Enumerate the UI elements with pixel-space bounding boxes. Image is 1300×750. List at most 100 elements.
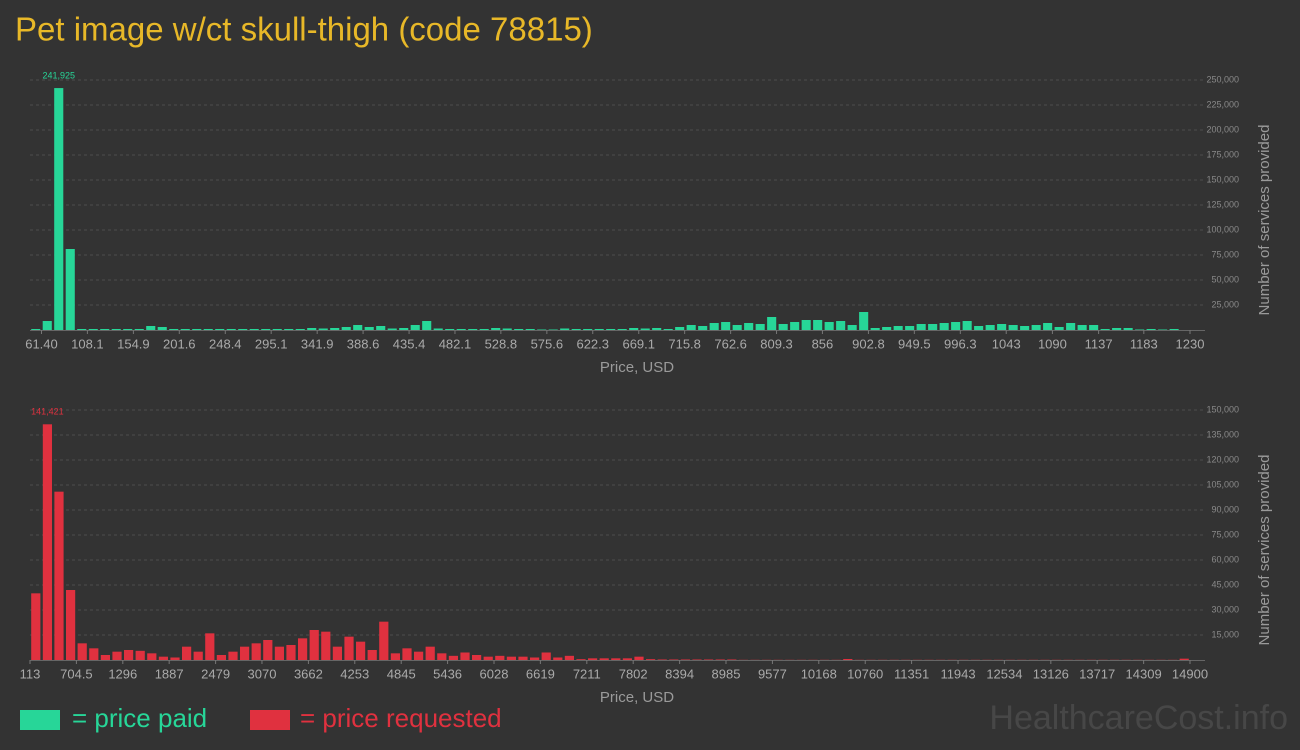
bar bbox=[537, 329, 547, 330]
bar bbox=[479, 329, 489, 330]
bar bbox=[732, 325, 742, 330]
x-tick-label: 762.6 bbox=[714, 336, 747, 351]
bar bbox=[376, 326, 386, 330]
bar bbox=[502, 328, 512, 330]
x-tick-label: 1887 bbox=[155, 666, 184, 681]
x-tick-label: 14900 bbox=[1172, 666, 1208, 681]
x-tick-label: 809.3 bbox=[760, 336, 793, 351]
legend-label: = price requested bbox=[300, 703, 502, 733]
bar bbox=[135, 650, 145, 660]
bar bbox=[974, 326, 984, 330]
bar bbox=[390, 653, 400, 660]
bar bbox=[594, 329, 604, 330]
bar bbox=[680, 659, 691, 660]
x-tick-label: 1043 bbox=[992, 336, 1021, 351]
x-tick-label: 108.1 bbox=[71, 336, 104, 351]
bar bbox=[1008, 325, 1018, 330]
bar bbox=[284, 329, 294, 330]
x-tick-label: 902.8 bbox=[852, 336, 885, 351]
bar bbox=[564, 655, 575, 660]
bar bbox=[698, 326, 708, 330]
bar bbox=[437, 653, 447, 660]
bar bbox=[216, 655, 227, 660]
y-tick-label: 250,000 bbox=[1206, 74, 1239, 84]
y-tick-label: 50,000 bbox=[1211, 274, 1239, 284]
x-tick-label: 3662 bbox=[294, 666, 323, 681]
bar bbox=[692, 659, 702, 660]
bar bbox=[951, 322, 961, 330]
y-tick-label: 45,000 bbox=[1211, 579, 1239, 589]
x-tick-label: 856 bbox=[812, 336, 834, 351]
x-tick-label: 435.4 bbox=[393, 336, 426, 351]
bar bbox=[704, 659, 714, 660]
y-tick-label: 120,000 bbox=[1206, 454, 1239, 464]
x-tick-label: 154.9 bbox=[117, 336, 150, 351]
bar bbox=[88, 329, 98, 330]
bar bbox=[506, 656, 516, 660]
bar bbox=[847, 325, 857, 330]
bar bbox=[123, 329, 133, 330]
bar bbox=[468, 329, 478, 330]
bar bbox=[629, 328, 639, 330]
x-tick-label: 11351 bbox=[894, 666, 929, 681]
bar bbox=[65, 249, 75, 330]
x-tick-label: 715.8 bbox=[668, 336, 701, 351]
bar bbox=[309, 630, 319, 660]
x-tick-label: 949.5 bbox=[898, 336, 931, 351]
y-tick-label: 90,000 bbox=[1211, 504, 1239, 514]
bar bbox=[843, 659, 853, 660]
x-tick-label: 528.8 bbox=[485, 336, 518, 351]
bar bbox=[824, 322, 834, 330]
bar bbox=[686, 325, 696, 330]
bar bbox=[399, 328, 409, 330]
bar bbox=[1100, 329, 1110, 330]
bar bbox=[1179, 658, 1189, 660]
bar bbox=[721, 322, 731, 330]
x-tick-label: 4253 bbox=[340, 666, 369, 681]
y-tick-label: 150,000 bbox=[1206, 404, 1239, 414]
bar bbox=[583, 329, 593, 330]
bar bbox=[249, 329, 259, 330]
bar bbox=[1089, 325, 1099, 330]
y-tick-label: 175,000 bbox=[1206, 149, 1239, 159]
bar bbox=[170, 657, 180, 660]
x-tick-label: 8394 bbox=[665, 666, 694, 681]
y-tick-label: 75,000 bbox=[1211, 529, 1239, 539]
bar bbox=[379, 621, 389, 660]
bar bbox=[1169, 329, 1179, 330]
bar bbox=[31, 593, 41, 660]
x-axis-label: Price, USD bbox=[600, 359, 674, 376]
bar bbox=[1135, 329, 1145, 330]
bar bbox=[147, 653, 157, 660]
x-tick-label: 1296 bbox=[108, 666, 137, 681]
y-tick-label: 15,000 bbox=[1211, 629, 1239, 639]
bar bbox=[146, 326, 156, 330]
x-tick-label: 388.6 bbox=[347, 336, 380, 351]
bar bbox=[353, 325, 363, 330]
x-tick-label: 669.1 bbox=[622, 336, 655, 351]
x-tick-label: 8985 bbox=[712, 666, 741, 681]
bar bbox=[669, 659, 679, 660]
bar bbox=[715, 659, 725, 660]
bar bbox=[318, 328, 328, 330]
bar bbox=[263, 640, 273, 660]
bar bbox=[529, 657, 540, 660]
x-axis-label: Price, USD bbox=[600, 689, 674, 706]
bar bbox=[89, 648, 99, 660]
bar bbox=[356, 641, 366, 660]
bar bbox=[456, 329, 466, 330]
bar bbox=[744, 323, 754, 330]
bar bbox=[54, 88, 64, 330]
bar bbox=[709, 323, 719, 330]
bar bbox=[997, 324, 1007, 330]
bar bbox=[870, 328, 880, 330]
x-tick-label: 201.6 bbox=[163, 336, 196, 351]
bar bbox=[606, 329, 616, 330]
y-tick-label: 150,000 bbox=[1206, 174, 1239, 184]
x-tick-label: 6619 bbox=[526, 666, 555, 681]
x-tick-label: 113 bbox=[20, 666, 41, 681]
x-tick-label: 1137 bbox=[1085, 336, 1113, 351]
bar bbox=[364, 327, 374, 330]
bar bbox=[321, 631, 331, 660]
